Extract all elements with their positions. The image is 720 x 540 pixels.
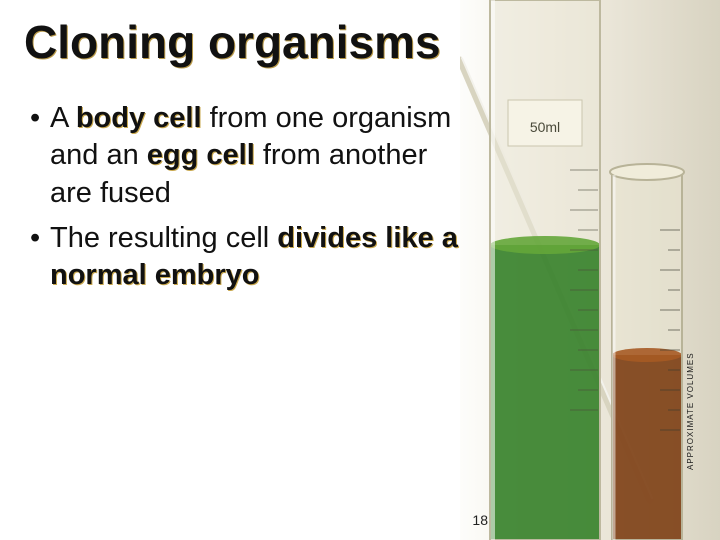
emphasized-text: body cell [76,102,202,134]
emphasized-text: egg cell [147,139,255,171]
page-number: 18 [472,512,488,528]
slide: Cloning organisms A body cell from one o… [0,0,720,540]
bullet-item: A body cell from one organism and an egg… [30,100,470,211]
content-area: Cloning organisms A body cell from one o… [0,0,485,540]
slide-title: Cloning organisms [24,18,485,66]
bullet-list: A body cell from one organism and an egg… [24,100,485,294]
plain-text: The resulting cell [50,222,277,254]
approx-volumes-label: APPROXIMATE VOLUMES [686,352,695,470]
graduated-cylinder-small-icon: APPROXIMATE VOLUMES [610,164,695,540]
bullet-item: The resulting cell divides like a normal… [30,220,470,294]
cylinder-label-text: 50ml [530,119,560,135]
graduated-cylinder-large-icon: 50ml [490,0,600,540]
lab-image: 50ml [460,0,720,540]
plain-text: A [50,102,76,134]
glassware-svg: 50ml [460,0,720,540]
